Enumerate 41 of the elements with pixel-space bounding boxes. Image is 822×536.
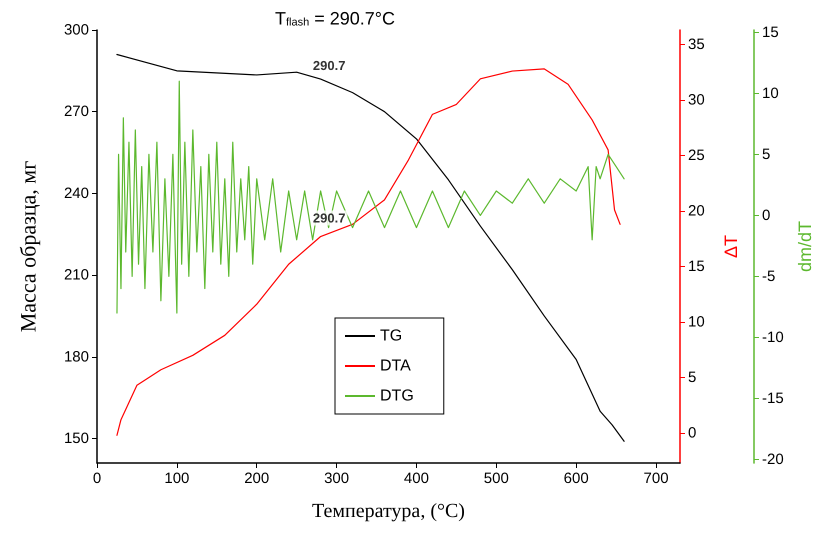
y2-tick-label: 15 [688, 258, 705, 275]
y3-tick-label: 5 [762, 146, 770, 163]
x-tick-label: 300 [324, 470, 350, 487]
y3-tick-label: -15 [762, 390, 784, 407]
y3-tick-label: 10 [762, 84, 779, 102]
y2-axis-title: ΔT [721, 234, 741, 258]
x-axis-title: Температура, (°C) [312, 500, 465, 522]
y2-tick-label: 35 [688, 36, 705, 53]
x-tick-label: 500 [484, 470, 509, 487]
y3-tick-label: -20 [762, 450, 784, 468]
y-tick-label: 180 [64, 348, 89, 366]
y-tick-label: 240 [64, 184, 89, 202]
y3-tick-label: 15 [762, 24, 779, 41]
y2-tick-label: 5 [688, 369, 696, 386]
x-tick-label: 700 [644, 470, 669, 487]
y-tick-label: 300 [64, 22, 89, 38]
y2-tick-label: 30 [688, 91, 705, 108]
y2-tick-label: 0 [688, 424, 696, 442]
y3-tick-label: -5 [762, 268, 776, 285]
x-tick-label: 600 [564, 470, 589, 487]
line-series [116, 80, 625, 314]
y-tick-label: 270 [64, 103, 89, 120]
y2-tick-label: 10 [688, 313, 705, 330]
x-tick-label: 100 [164, 470, 190, 487]
x-tick-label: 400 [404, 470, 429, 487]
y2-tick-label: 20 [688, 202, 705, 220]
y3-axis-title: dm/dT [795, 220, 815, 272]
chart-title: Tflash = 290.7°C [275, 8, 395, 28]
y3-tick-label: -10 [762, 328, 784, 346]
y2-tick-label: 25 [688, 146, 705, 164]
y-tick-label: 210 [64, 266, 89, 284]
x-tick-label: 200 [244, 470, 270, 487]
legend-label: DTG [380, 388, 414, 404]
annotation: 290.7 [312, 210, 346, 226]
x-tick-label: 0 [92, 470, 102, 487]
y3-tick-label: 0 [762, 206, 770, 224]
annotation: 290.7 [312, 58, 346, 74]
legend-label: TG [380, 328, 402, 344]
legend-label: DTA [380, 358, 412, 374]
y-tick-label: 150 [64, 430, 89, 447]
y-axis-title: Масса образца, мг [16, 160, 40, 332]
